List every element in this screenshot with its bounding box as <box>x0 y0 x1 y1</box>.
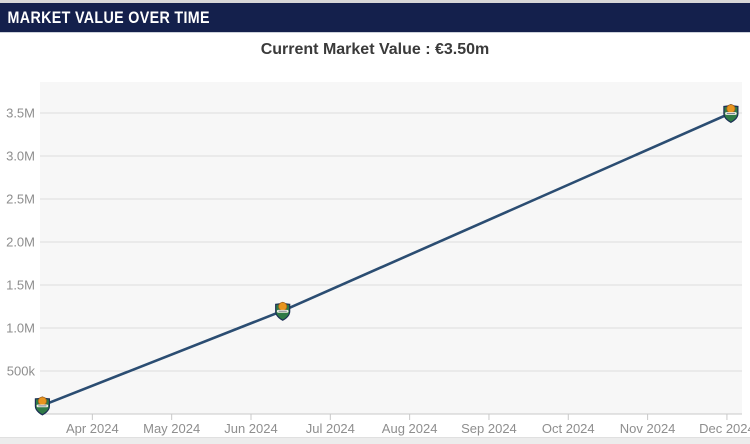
page-title: MARKET VALUE OVER TIME <box>7 8 210 27</box>
market-value-chart: 500k 1.0M 1.5M 2.0M 2.5M 3.0M 3.5M Apr 2024 May … <box>0 64 750 438</box>
plot-area <box>40 82 742 414</box>
x-axis-label: Jul 2024 <box>306 421 355 436</box>
x-axis-label: Aug 2024 <box>382 421 438 436</box>
bottom-strip <box>0 437 750 444</box>
x-axis-label: Nov 2024 <box>620 421 676 436</box>
x-axis-label: Oct 2024 <box>542 421 595 436</box>
x-axis-label: May 2024 <box>143 421 200 436</box>
y-axis-label: 1.5M <box>6 277 35 292</box>
market-value-chart-svg: 500k 1.0M 1.5M 2.0M 2.5M 3.0M 3.5M Apr 2024 May … <box>6 82 750 436</box>
current-market-value-label: Current Market Value : €3.50m <box>260 41 490 58</box>
y-axis-label: 3.5M <box>6 105 35 120</box>
x-axis-label: Sep 2024 <box>461 421 517 436</box>
y-axis-label: 2.5M <box>6 191 35 206</box>
x-axis-label: Apr 2024 <box>66 421 119 436</box>
x-axis-label: Jun 2024 <box>224 421 278 436</box>
y-axis-label: 2.0M <box>6 234 35 249</box>
data-point-marker[interactable] <box>34 396 51 416</box>
data-point-marker[interactable] <box>275 301 291 321</box>
section-header: MARKET VALUE OVER TIME <box>0 3 750 33</box>
y-axis-label: 500k <box>7 363 36 378</box>
top-strip <box>0 0 750 3</box>
y-axis-label: 3.0M <box>6 148 35 163</box>
data-point-marker[interactable] <box>723 103 739 124</box>
y-axis-label: 1.0M <box>6 320 35 335</box>
x-axis-label: Dec 2024 <box>699 421 750 436</box>
